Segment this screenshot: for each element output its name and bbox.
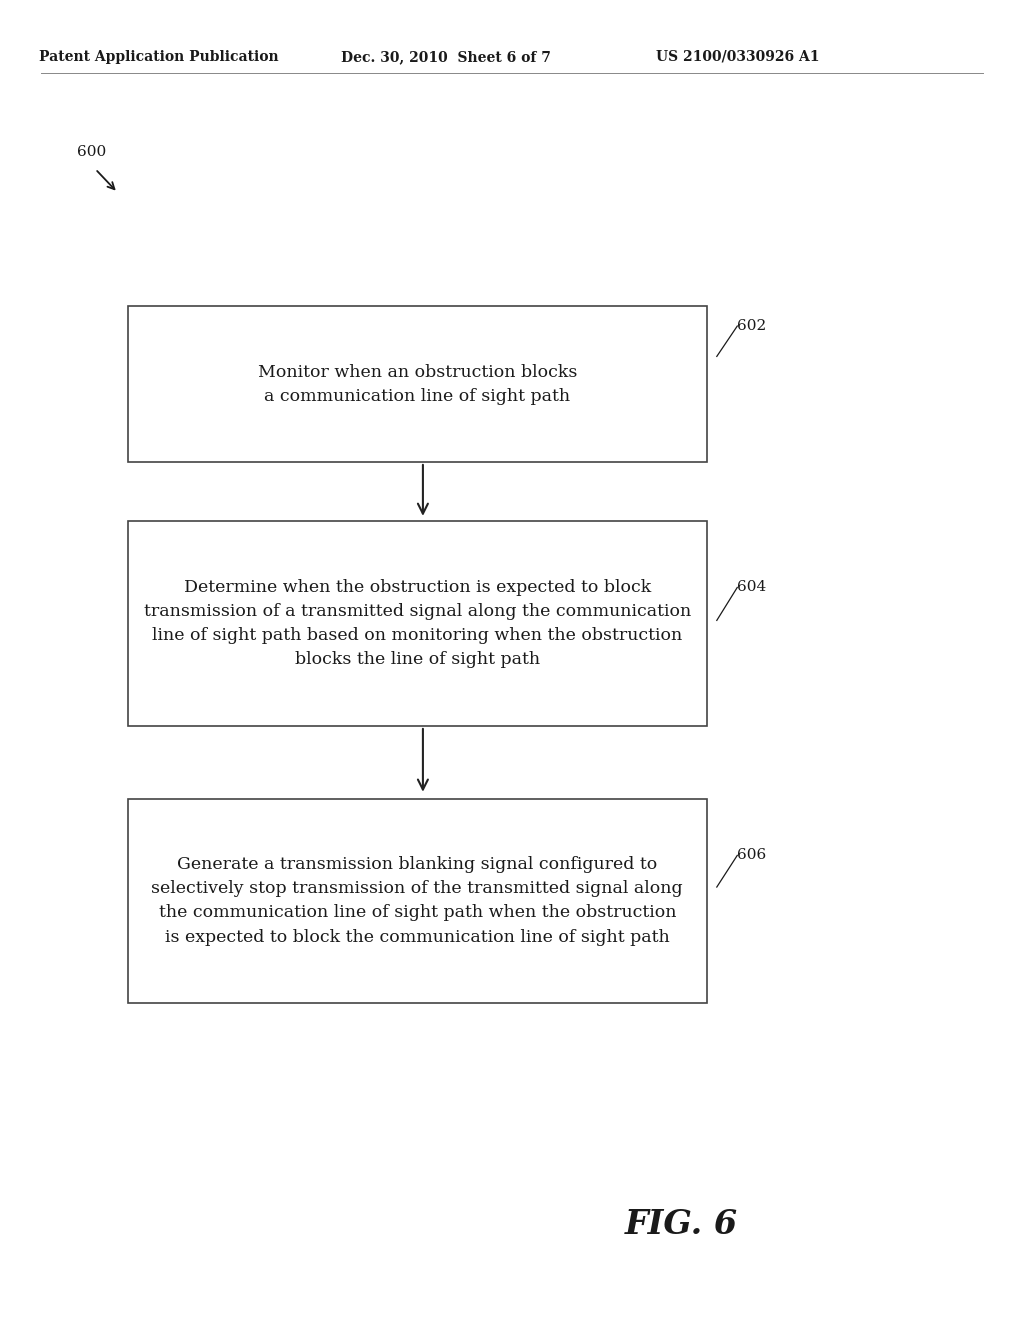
Text: 606: 606 [737, 849, 767, 862]
Text: 602: 602 [737, 319, 767, 333]
Text: US 2100/0330926 A1: US 2100/0330926 A1 [655, 50, 819, 63]
Text: Monitor when an obstruction blocks
a communication line of sight path: Monitor when an obstruction blocks a com… [258, 363, 577, 405]
Text: Determine when the obstruction is expected to block
transmission of a transmitte: Determine when the obstruction is expect… [143, 579, 691, 668]
Text: Generate a transmission blanking signal configured to
selectively stop transmiss: Generate a transmission blanking signal … [152, 857, 683, 945]
FancyBboxPatch shape [128, 521, 707, 726]
FancyBboxPatch shape [128, 799, 707, 1003]
Text: FIG. 6: FIG. 6 [625, 1209, 737, 1241]
FancyBboxPatch shape [128, 306, 707, 462]
Text: Patent Application Publication: Patent Application Publication [39, 50, 279, 63]
Text: 600: 600 [77, 145, 106, 158]
Text: Dec. 30, 2010  Sheet 6 of 7: Dec. 30, 2010 Sheet 6 of 7 [341, 50, 550, 63]
Text: 604: 604 [737, 581, 767, 594]
